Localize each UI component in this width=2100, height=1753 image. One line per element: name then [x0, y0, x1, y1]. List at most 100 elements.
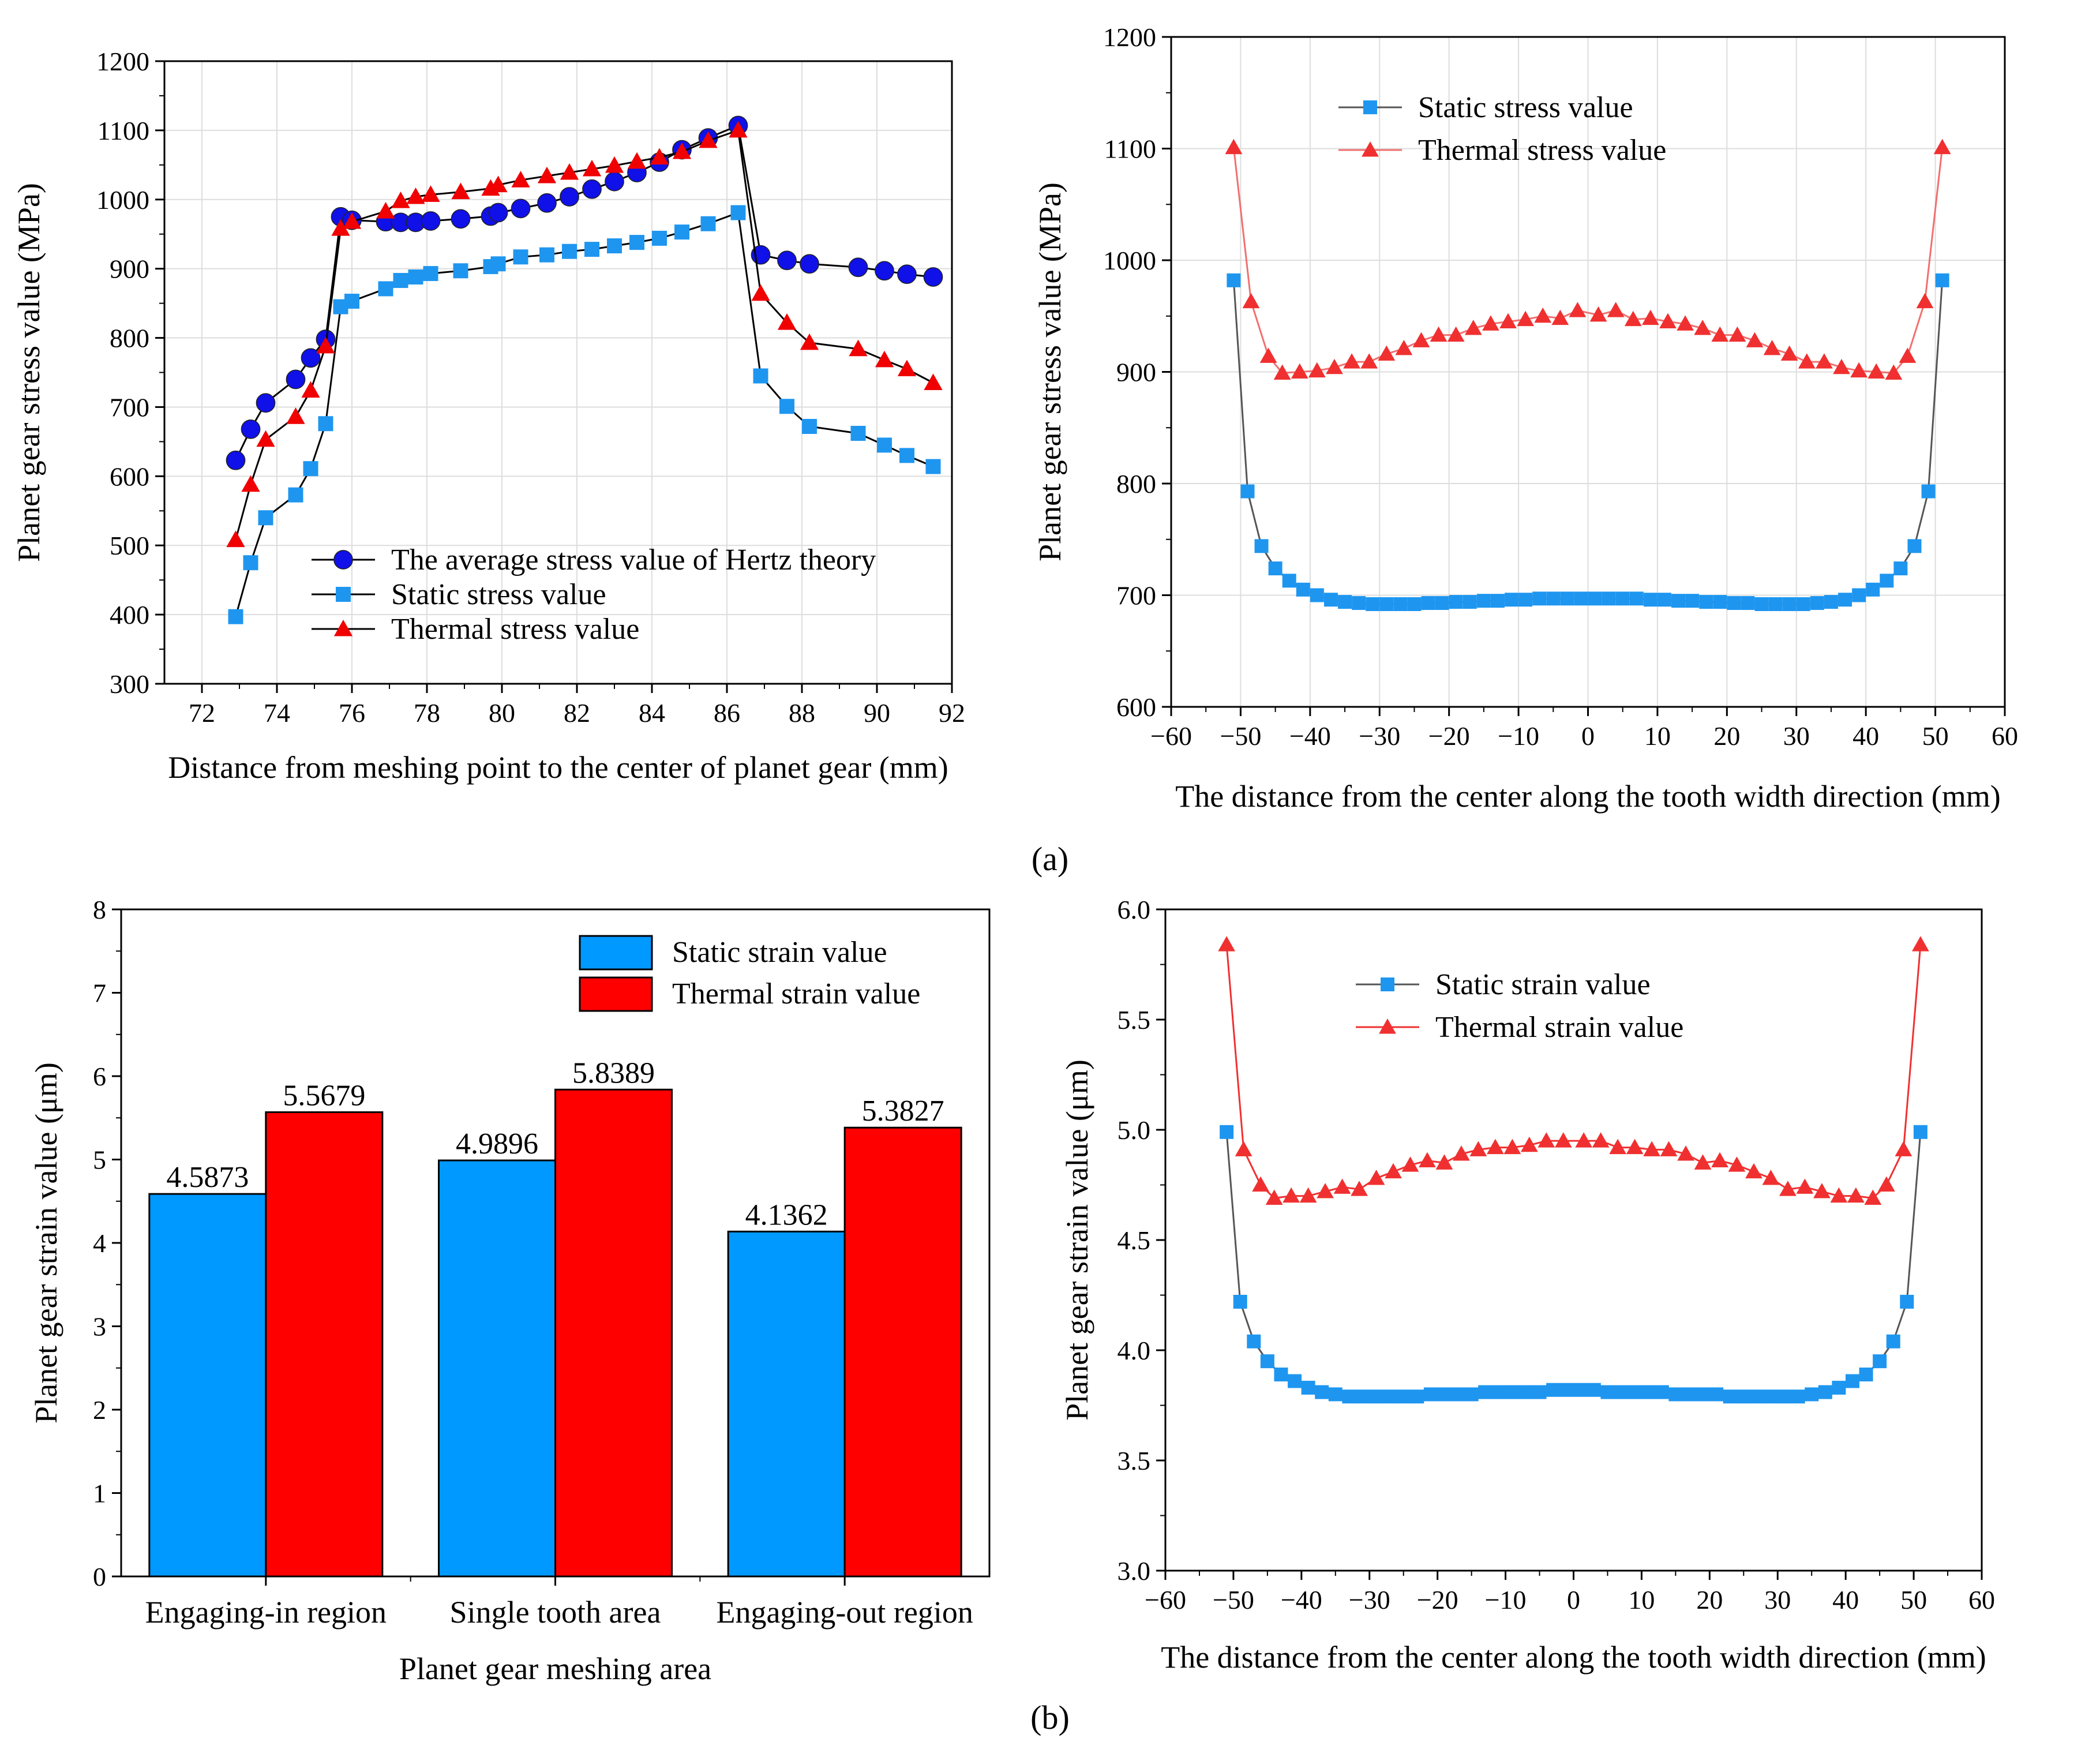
x-tick-label: 0	[1581, 721, 1595, 751]
y-tick-label: 1100	[97, 116, 149, 145]
data-point	[421, 185, 440, 202]
data-point	[1694, 1154, 1712, 1170]
x-axis-label: The distance from the center along the t…	[1175, 779, 2001, 814]
data-point	[1449, 595, 1463, 609]
y-tick-label: 0	[93, 1562, 106, 1591]
data-point	[1866, 582, 1880, 597]
data-point	[342, 212, 362, 229]
data-point	[1668, 1387, 1683, 1402]
y-tick-label: 8	[93, 895, 106, 924]
data-point	[1864, 1189, 1882, 1205]
data-point	[1833, 358, 1850, 374]
y-tick-label: 900	[1116, 358, 1156, 387]
data-point	[256, 430, 275, 447]
data-point	[1873, 1354, 1887, 1369]
data-point	[1393, 597, 1408, 611]
y-tick-label: 5.0	[1118, 1115, 1151, 1145]
data-point	[1859, 1368, 1873, 1382]
data-point	[423, 266, 438, 282]
x-category-label: Engaging-in region	[145, 1595, 387, 1630]
data-point	[1627, 1385, 1642, 1399]
y-tick-label: 900	[110, 254, 149, 284]
y-tick-label: 1	[93, 1479, 106, 1508]
data-point	[1546, 1383, 1561, 1397]
data-point	[1437, 1387, 1452, 1402]
y-tick-label: 400	[110, 600, 149, 630]
data-point	[1478, 1385, 1492, 1399]
data-point	[1911, 936, 1929, 952]
data-point	[1845, 1374, 1859, 1388]
data-point	[1655, 1385, 1669, 1399]
x-tick-label: 50	[1922, 721, 1949, 751]
y-tick-label: 3.0	[1118, 1556, 1151, 1586]
data-point	[1913, 1125, 1927, 1139]
data-point	[1260, 1354, 1274, 1369]
data-point	[729, 121, 748, 138]
y-tick-label: 1100	[1104, 134, 1156, 164]
data-point	[899, 448, 914, 463]
legend-marker	[333, 619, 353, 636]
x-tick-label: 88	[789, 698, 815, 728]
x-tick-label: 76	[339, 698, 365, 728]
data-point	[1369, 1389, 1383, 1404]
data-point	[1711, 1152, 1728, 1167]
y-tick-label: 3.5	[1118, 1446, 1151, 1475]
panel-label-a: (a)	[1032, 840, 1068, 878]
x-tick-label: 60	[1992, 721, 2018, 751]
data-point	[1518, 593, 1533, 607]
legend-label: Thermal strain value	[672, 977, 920, 1010]
data-point	[1338, 595, 1352, 609]
data-point	[1935, 273, 1949, 287]
data-point	[1518, 1385, 1533, 1399]
data-point	[1532, 591, 1547, 606]
x-tick-label: −10	[1485, 1585, 1527, 1615]
data-point	[1847, 1187, 1865, 1203]
x-axis-label: The distance from the center along the t…	[1161, 1640, 1986, 1675]
x-tick-label: −50	[1220, 721, 1261, 751]
data-point	[607, 238, 622, 254]
data-point	[1378, 345, 1396, 361]
x-tick-label: 84	[639, 698, 665, 728]
data-point	[1805, 1387, 1819, 1402]
data-point	[513, 249, 528, 265]
x-tick-label: 82	[564, 698, 590, 728]
data-point	[605, 156, 624, 173]
data-point	[1727, 596, 1741, 610]
data-point	[1763, 339, 1781, 355]
plot-frame	[1164, 908, 1983, 1572]
data-point	[672, 142, 692, 159]
data-point	[562, 244, 577, 259]
data-point	[301, 348, 321, 368]
data-point	[453, 263, 468, 279]
data-point	[1301, 1380, 1315, 1395]
data-point	[288, 487, 303, 503]
data-point	[243, 555, 258, 571]
legend-label: Thermal strain value	[1435, 1011, 1683, 1044]
data-point	[1296, 582, 1310, 597]
chart-stress-tooth-width: −60 −50 −40 −30 −20 −10 0 10 20 30 40 50 60 600 700 800…	[1033, 23, 2018, 814]
data-point	[537, 166, 557, 183]
data-point	[406, 187, 425, 204]
data-point	[1464, 1387, 1479, 1402]
data-point	[488, 203, 508, 223]
legend-swatch	[579, 976, 653, 1012]
bar	[265, 1111, 384, 1578]
data-point	[1746, 332, 1764, 347]
data-point	[1696, 1387, 1710, 1402]
x-tick-label: −60	[1145, 1585, 1186, 1615]
data-point	[286, 369, 306, 389]
legend-label: Thermal stress value	[391, 613, 639, 646]
y-tick-label: 600	[1116, 692, 1156, 722]
data-point	[1600, 1385, 1615, 1399]
data-point	[849, 339, 868, 357]
data-point	[674, 224, 689, 240]
data-point	[1395, 339, 1413, 355]
data-point	[1342, 1389, 1356, 1404]
data-point	[451, 209, 471, 229]
data-point	[1423, 1387, 1438, 1402]
y-axis-label: Planet gear stress value (MPa)	[12, 183, 46, 562]
data-point	[560, 187, 579, 207]
x-tick-label: −20	[1417, 1585, 1458, 1615]
data-point	[393, 273, 408, 289]
legend-label: Static strain value	[672, 936, 887, 969]
